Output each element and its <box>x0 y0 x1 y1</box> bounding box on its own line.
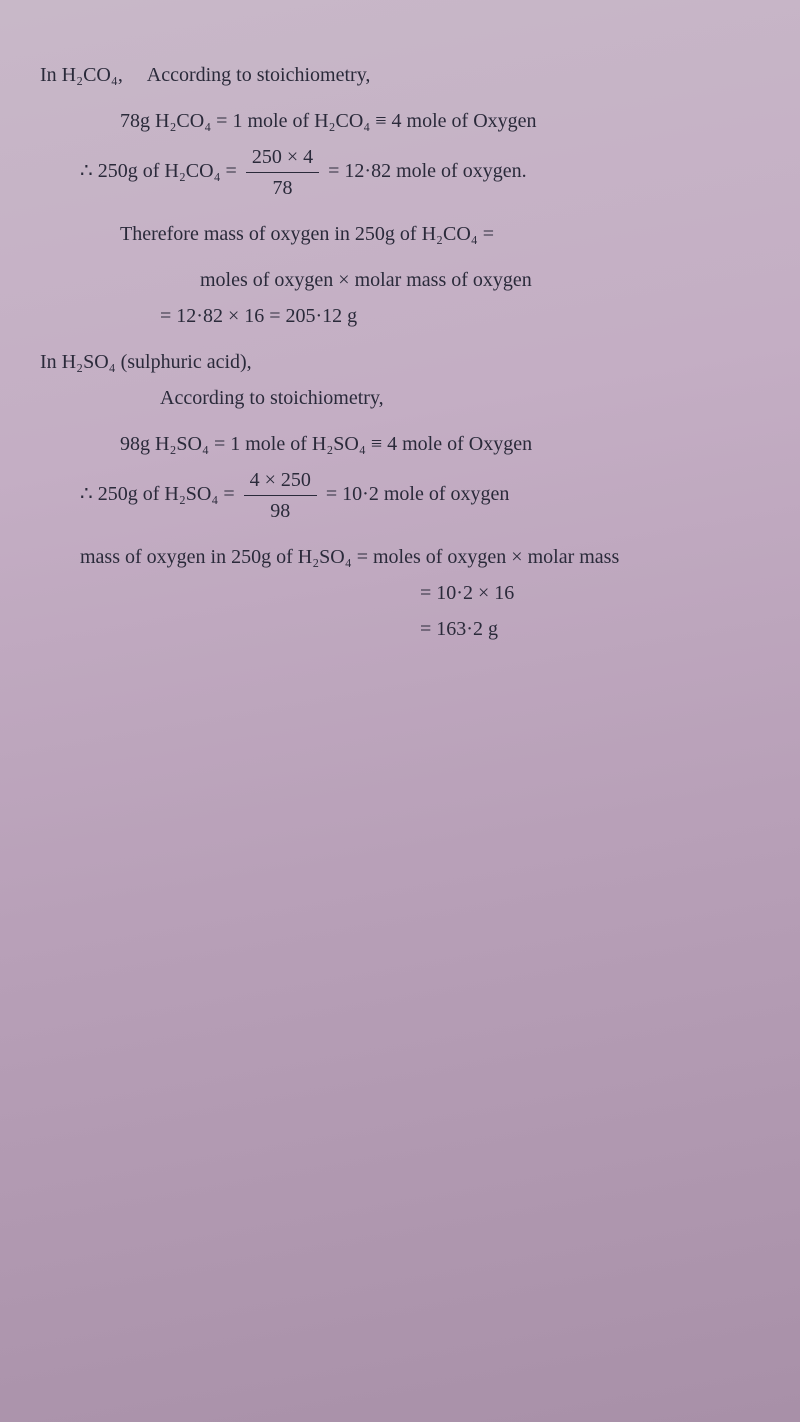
s1-formula: moles of oxygen × molar mass of oxygen <box>200 265 770 295</box>
s2-sub: According to stoichiometry, <box>160 383 770 413</box>
s1-therefore: Therefore mass of oxygen in 250g of H₂CO… <box>120 219 770 249</box>
s1-eq2-left: ∴ 250g of H₂CO₄ = <box>80 160 237 182</box>
s2-eq2-frac: 4 × 250 98 <box>244 465 317 526</box>
frac-num: 4 × 250 <box>244 465 317 496</box>
s2-eq2: ∴ 250g of H₂SO₄ = 4 × 250 98 = 10·2 mole… <box>80 465 770 526</box>
s2-mass-line: mass of oxygen in 250g of H₂SO₄ = moles … <box>80 542 770 572</box>
s2-eq2-left: ∴ 250g of H₂SO₄ = <box>80 483 235 505</box>
frac-num: 250 × 4 <box>246 142 319 173</box>
s1-eq2: ∴ 250g of H₂CO₄ = 250 × 4 78 = 12·82 mol… <box>80 142 770 203</box>
s2-eq1: 98g H₂SO₄ = 1 mole of H₂SO₄ ≡ 4 mole of … <box>120 429 770 459</box>
s1-header-right: According to stoichiometry, <box>147 64 371 86</box>
s1-header: In H₂CO₄, According to stoichiometry, <box>40 60 770 90</box>
s2-eq2-right: = 10·2 mole of oxygen <box>326 483 509 505</box>
s2-header: In H₂SO₄ (sulphuric acid), <box>40 347 770 377</box>
s2-calc1: = 10·2 × 16 <box>420 578 770 608</box>
s1-eq2-right: = 12·82 mole of oxygen. <box>328 160 526 182</box>
handwritten-page: In H₂CO₄, According to stoichiometry, 78… <box>0 0 800 680</box>
frac-den: 98 <box>244 496 317 526</box>
s1-eq2-frac: 250 × 4 78 <box>246 142 319 203</box>
s2-calc2: = 163·2 g <box>420 614 770 644</box>
s1-eq1: 78g H₂CO₄ = 1 mole of H₂CO₄ ≡ 4 mole of … <box>120 106 770 136</box>
frac-den: 78 <box>246 173 319 203</box>
s1-calc: = 12·82 × 16 = 205·12 g <box>160 301 770 331</box>
s1-header-left: In H₂CO₄, <box>40 64 123 86</box>
